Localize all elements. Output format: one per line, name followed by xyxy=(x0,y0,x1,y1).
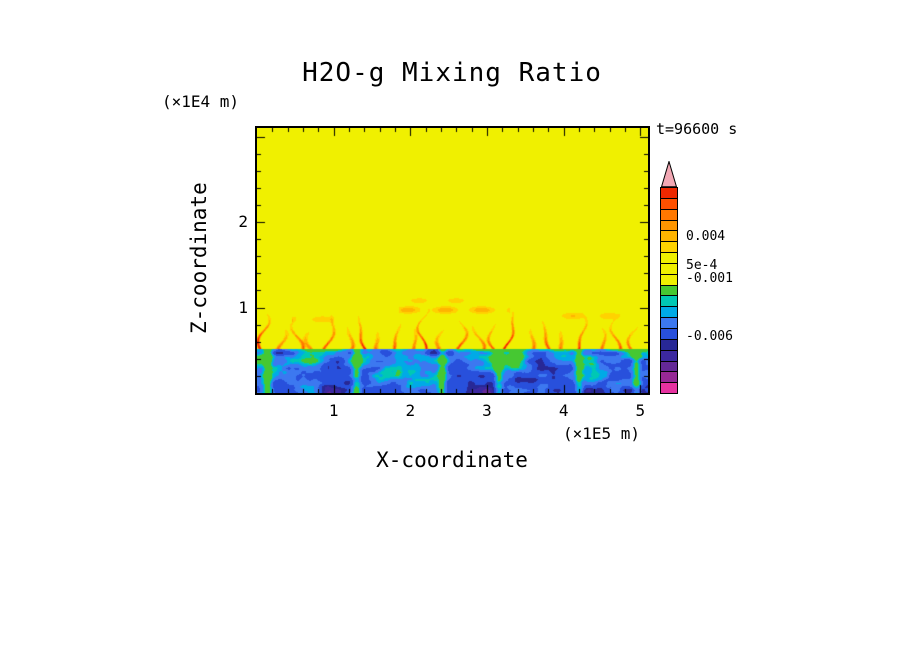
colorbar-segment xyxy=(661,371,677,383)
x-axis-label: X-coordinate xyxy=(376,448,528,472)
plot-frame xyxy=(255,126,650,395)
colorbar-segment xyxy=(661,306,677,318)
colorbar-segment xyxy=(661,262,677,274)
heatmap-canvas xyxy=(257,128,648,393)
y-tick-label: 2 xyxy=(238,212,248,232)
x-axis-unit-label: (×1E5 m) xyxy=(563,424,641,443)
colorbar-segment xyxy=(661,188,677,198)
colorbar-arrow-tip xyxy=(661,161,677,187)
y-axis-label: Z-coordinate xyxy=(187,182,211,334)
colorbar-segment xyxy=(661,338,677,350)
plot-title: H2O-g Mixing Ratio xyxy=(302,58,602,88)
colorbar-segment xyxy=(661,197,677,209)
colorbar-segment xyxy=(661,360,677,372)
colorbar-segment xyxy=(661,327,677,339)
x-tick-label: 5 xyxy=(635,401,646,420)
colorbar-segments xyxy=(660,187,678,394)
colorbar-segment xyxy=(661,382,677,394)
colorbar-label: -0.006 xyxy=(686,328,733,344)
colorbar-label: 0.004 xyxy=(686,229,726,245)
colorbar-segment xyxy=(661,317,677,328)
x-tick-label: 1 xyxy=(328,401,339,420)
x-tick-label: 3 xyxy=(482,401,492,420)
colorbar-segment xyxy=(661,252,677,263)
x-tick-label: 4 xyxy=(558,401,569,420)
y-axis-unit-label: (×1E4 m) xyxy=(162,92,240,111)
y-tick-label: 1 xyxy=(238,297,248,317)
colorbar-label: -0.001 xyxy=(686,271,733,287)
colorbar-segment xyxy=(661,273,677,285)
colorbar-segment xyxy=(661,208,677,220)
time-label: t=96600 s xyxy=(656,120,738,138)
colorbar-label: 5e-4 xyxy=(686,257,718,273)
colorbar-segment xyxy=(661,230,677,242)
colorbar-segment xyxy=(661,295,677,307)
colorbar-segment xyxy=(661,284,677,296)
x-tick-label: 2 xyxy=(405,401,416,420)
colorbar-segment xyxy=(661,219,677,231)
colorbar-segment xyxy=(661,241,677,253)
colorbar-segment xyxy=(661,349,677,361)
